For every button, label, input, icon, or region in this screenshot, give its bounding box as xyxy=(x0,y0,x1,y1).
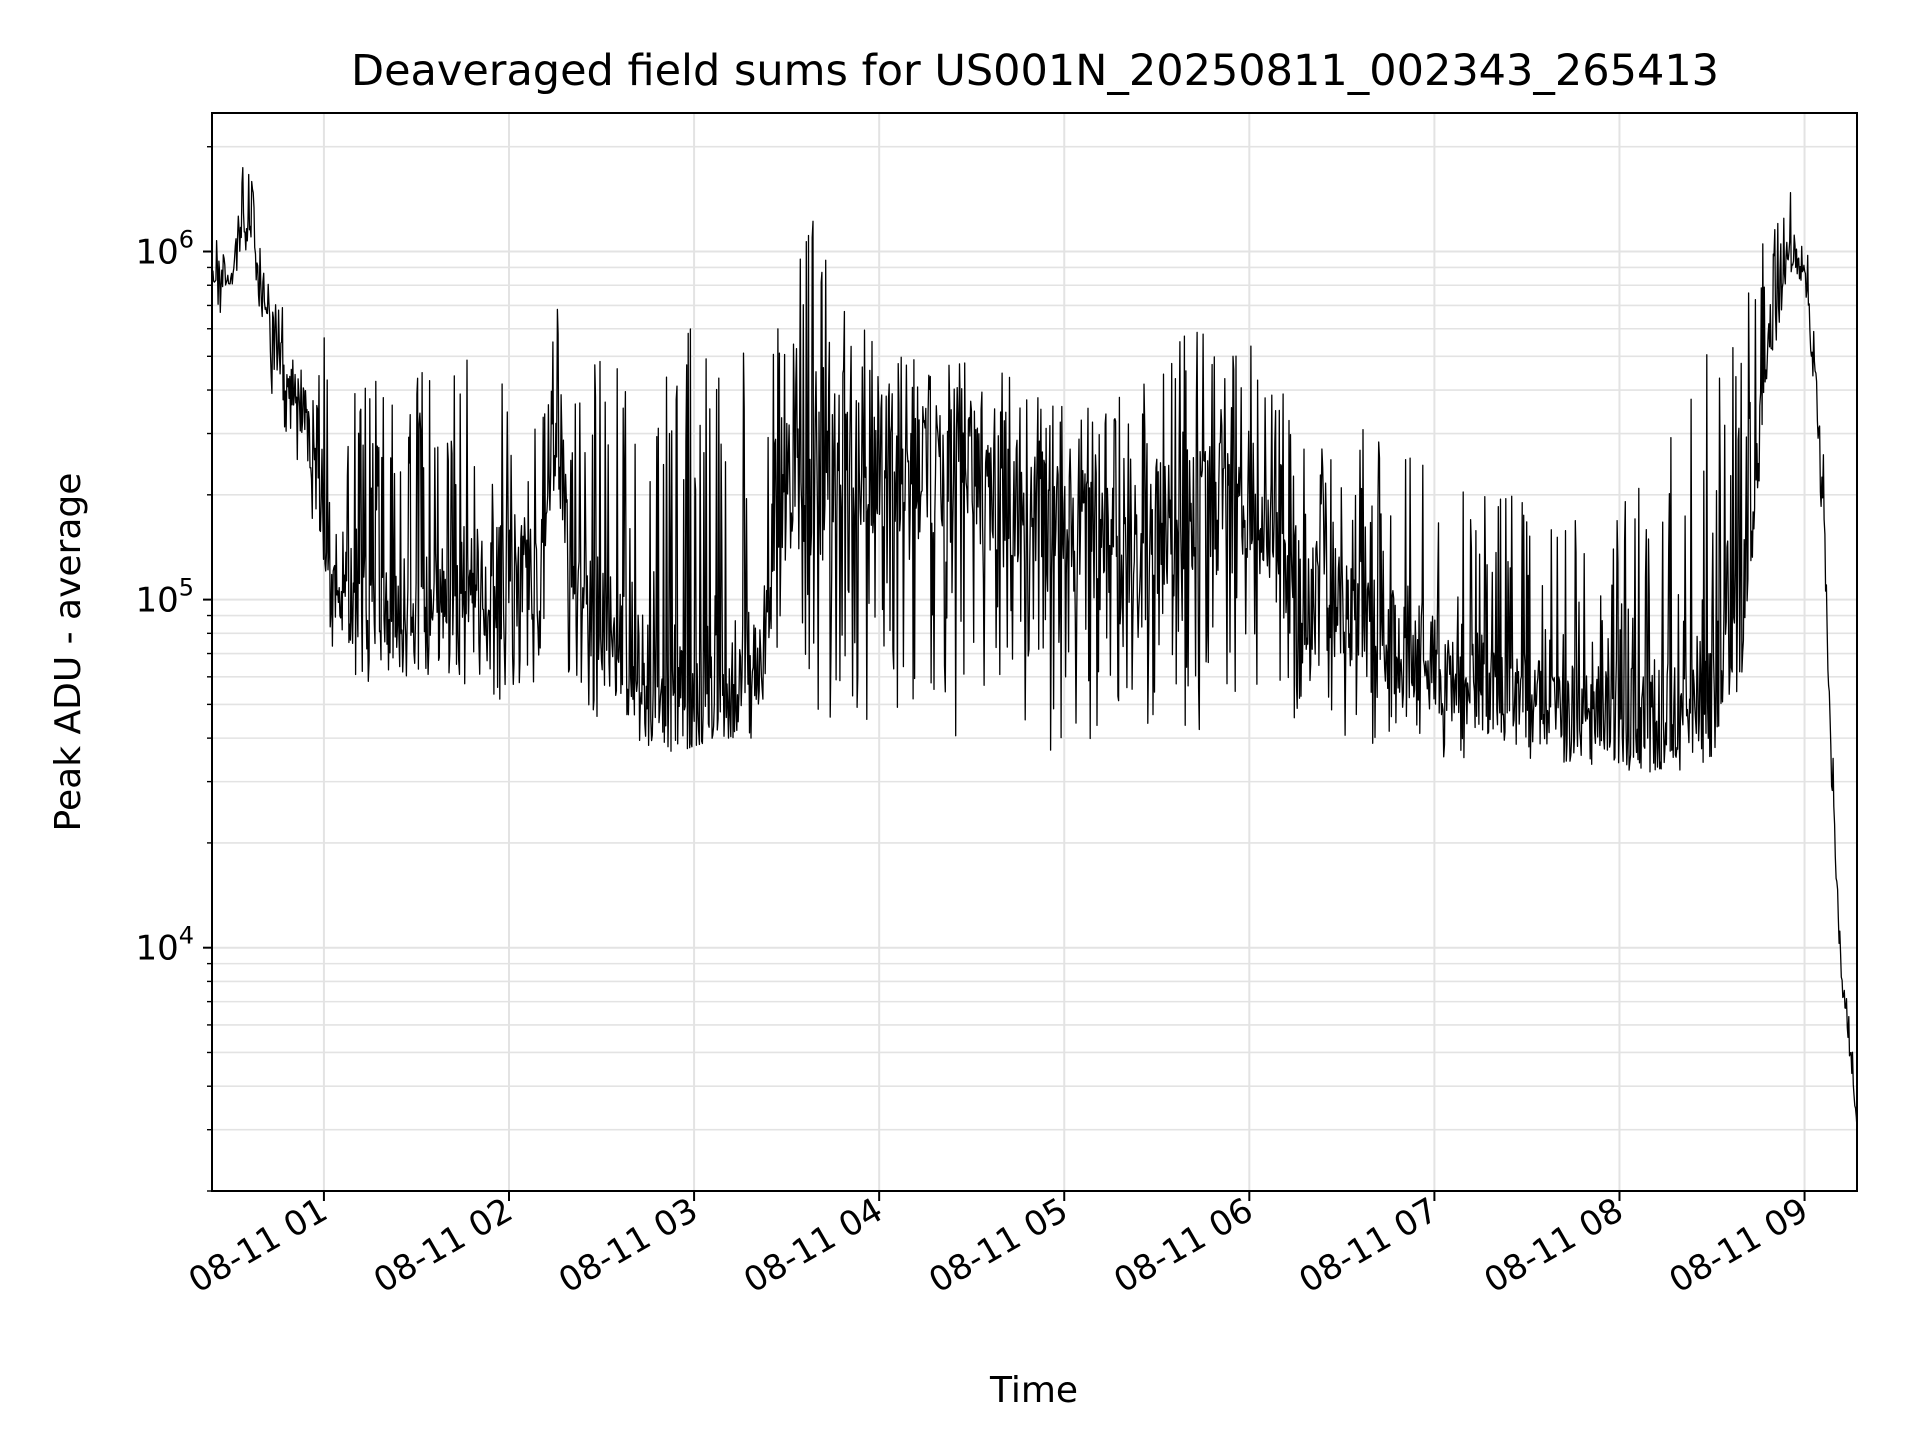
grid xyxy=(212,113,1857,1192)
y-tick-label: 105 xyxy=(135,574,194,621)
chart-title: Deaveraged field sums for US001N_2025081… xyxy=(351,46,1719,96)
y-tick-label: 104 xyxy=(135,922,194,969)
plot-frame xyxy=(211,112,1858,1192)
x-axis-label: Time xyxy=(989,1370,1078,1411)
y-axis-label: Peak ADU - average xyxy=(48,473,89,832)
series-line xyxy=(212,167,1858,1129)
y-tick-label: 106 xyxy=(135,226,194,273)
series-layer xyxy=(212,167,1858,1129)
